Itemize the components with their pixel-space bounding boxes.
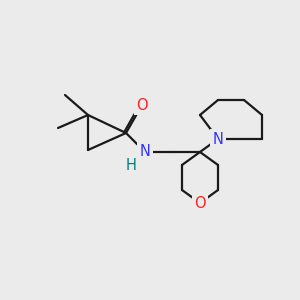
Text: N: N bbox=[140, 145, 150, 160]
Text: O: O bbox=[194, 196, 206, 211]
Text: N: N bbox=[213, 131, 224, 146]
Text: O: O bbox=[136, 98, 148, 112]
Text: H: H bbox=[126, 158, 136, 172]
